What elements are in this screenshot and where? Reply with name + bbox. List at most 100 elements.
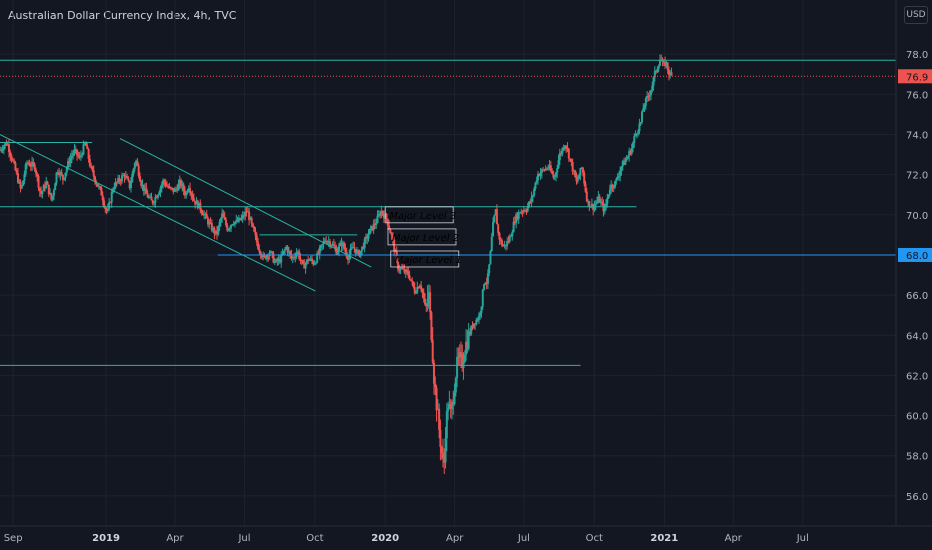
price-badge [898,247,932,262]
candle-body [648,95,651,97]
candle-body [440,447,443,453]
candle-body [259,251,262,256]
candle-body [58,172,61,176]
candle-body [245,211,248,213]
candle-body [23,174,26,181]
candle-body [323,240,326,242]
candle-body [38,187,41,192]
candle-body [605,203,608,207]
candle-body [599,201,602,203]
candle-body [536,174,539,181]
candle-body [96,184,99,187]
candle-body [501,240,504,246]
currency-button[interactable]: USD [904,6,928,24]
candle-body [561,148,564,154]
candle-body [570,159,573,163]
candle-body [513,221,516,224]
candle-body [88,158,91,167]
price-badges: 76.9 68.0 [898,69,932,262]
candle-body [123,175,126,178]
candle-body [289,251,292,255]
price-axis[interactable]: 56.0 58.0 60.0 62.0 64.0 66.0 68.0 70.0 72.0 74.0… [906,50,928,503]
candle-body [454,378,457,393]
candle-body [331,244,334,246]
y-tick-label: 56.0 [906,492,928,503]
candle-body [415,292,418,294]
candle-body [350,247,353,249]
candle-body [652,77,655,86]
candle-body [83,142,86,145]
candle-body [370,226,373,229]
candle-body [646,95,649,99]
candle-body [651,85,654,91]
candle-body [647,95,650,97]
candle-body [271,251,274,254]
candle-body [32,161,35,165]
candle-body [65,168,68,173]
candle-body [19,181,22,189]
candle-body [341,242,344,247]
candle-body [79,155,82,157]
candle-body [196,200,199,209]
x-tick-label: Apr [725,533,743,544]
candle-body [407,271,410,276]
x-tick-label: Jul [796,533,809,544]
candle-body [215,230,218,235]
x-tick-label: Apr [446,533,464,544]
candle-body [656,68,659,72]
candle-body [483,284,486,290]
candle-body [257,242,260,250]
candle-body [156,194,159,198]
candle-body [495,209,498,225]
candle-body [276,259,279,262]
candle-body [492,221,495,237]
candle-body [296,251,299,253]
candle-body [258,249,261,252]
candle-body [490,236,493,251]
candle-body [167,186,170,188]
candle-body [667,70,670,75]
candle-body [137,165,140,176]
candle-body [390,233,393,236]
candle-body [251,223,254,227]
candle-body [590,203,593,207]
candle-body [241,215,244,218]
candle-body [267,255,270,257]
candle-body [200,209,203,213]
candle-body [511,232,514,237]
level-label: Major Level 1 [395,255,462,266]
candle-body [540,169,543,173]
candle-body [86,146,89,149]
candle-body [217,226,220,235]
candle-body [186,191,189,193]
candle-body [228,227,231,230]
candle-body [457,356,460,358]
candle-body [133,163,136,169]
candle-body [624,160,627,165]
candle-body [554,172,557,177]
candle-body [302,260,305,264]
candle-body [218,222,221,227]
candle-body [90,166,93,168]
candle-body [203,214,206,216]
time-axis[interactable]: Sep 2019 Apr Jul Oct 2020 Apr Jul Oct 2021 Apr Jul [4,533,809,544]
candle-body [583,172,586,184]
candle-body [381,210,384,214]
candle-body [471,326,474,328]
candle-body [290,254,293,259]
candle-body [262,254,265,258]
candle-body [343,242,346,249]
candle-body [332,244,335,247]
candle-body [389,229,392,234]
candle-body [379,214,382,216]
x-tick-label: Oct [306,533,323,544]
candle-body [549,165,552,171]
candle-body [70,155,73,159]
candle-body [154,196,157,203]
candles [0,54,673,474]
candle-body [588,201,591,208]
candle-body [556,168,559,173]
candle-body [373,223,376,225]
candle-body [552,173,555,178]
